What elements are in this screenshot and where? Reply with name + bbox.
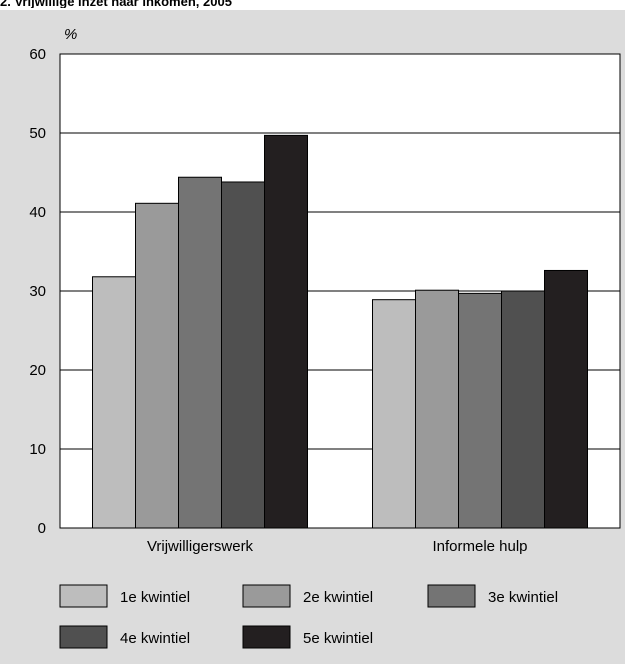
legend-label: 4e kwintiel xyxy=(120,630,190,647)
bar xyxy=(415,289,459,529)
y-tick-label: 40 xyxy=(29,204,46,221)
chart-panel: 0 10 20 30 40 50 60 Vrijwilligerswerk Informele… xyxy=(0,10,625,664)
legend-swatch xyxy=(242,584,291,608)
y-tick-label: 50 xyxy=(29,125,46,142)
bar xyxy=(544,269,588,529)
bar-chart: 0 10 20 30 40 50 60 Vrijwilligerswerk Informele… xyxy=(29,26,621,649)
legend-label: 5e kwintiel xyxy=(303,630,373,647)
y-axis-label: % xyxy=(64,26,77,43)
legend-label: 1e kwintiel xyxy=(120,589,190,606)
legend-swatch xyxy=(59,584,108,608)
bar xyxy=(264,134,308,529)
y-tick-label: 30 xyxy=(29,283,46,300)
y-tick-label: 10 xyxy=(29,441,46,458)
y-tick-label: 0 xyxy=(38,520,46,537)
bar xyxy=(92,276,136,529)
legend-swatch xyxy=(427,584,476,608)
legend: 1e kwintiel 2e kwintiel 3e kwintiel 4e kwin… xyxy=(59,584,558,649)
legend-swatch xyxy=(242,625,291,649)
legend-label: 3e kwintiel xyxy=(488,589,558,606)
x-category-label: Informele hulp xyxy=(432,538,527,555)
x-axis-categories: Vrijwilligerswerk Informele hulp xyxy=(147,538,528,555)
bar xyxy=(501,290,545,529)
y-tick-label: 20 xyxy=(29,362,46,379)
bar xyxy=(458,292,502,529)
y-axis-ticks: 0 10 20 30 40 50 60 xyxy=(29,46,46,537)
bar xyxy=(135,202,179,529)
chart-title: 2. Vrijwillige inzet naar inkomen, 2005 xyxy=(0,0,232,8)
bars xyxy=(92,134,588,529)
bar xyxy=(178,176,222,529)
legend-label: 2e kwintiel xyxy=(303,589,373,606)
bar xyxy=(372,299,416,529)
legend-swatch xyxy=(59,625,108,649)
y-tick-label: 60 xyxy=(29,46,46,63)
x-category-label: Vrijwilligerswerk xyxy=(147,538,254,555)
bar xyxy=(221,181,265,529)
